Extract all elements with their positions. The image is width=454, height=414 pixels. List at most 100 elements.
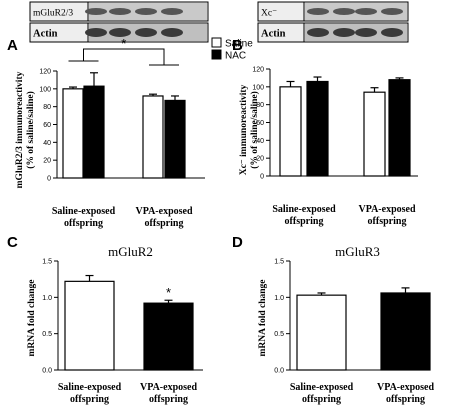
significance-marker: *: [121, 36, 126, 51]
blot-band: [333, 28, 355, 37]
bar: [388, 79, 411, 177]
y-tick-label: 80: [43, 104, 51, 111]
y-axis-title-line: Xc⁻ immunoreactivity: [239, 84, 249, 175]
bar: [142, 95, 164, 179]
legend-label: NAC: [225, 51, 246, 62]
y-axis-title-line: mRNA fold change: [258, 279, 268, 356]
y-tick-label: 40: [256, 138, 264, 145]
blot-band: [109, 28, 131, 37]
y-axis-title: Xc⁻ immunoreactivity(% of saline/saline): [239, 84, 260, 175]
y-tick-label: 0.0: [274, 368, 284, 375]
y-tick-label: 120: [39, 69, 51, 76]
bar: [164, 99, 186, 179]
y-tick-label: 100: [252, 84, 264, 91]
group-label: offspring: [149, 394, 188, 405]
blot-band: [307, 28, 329, 37]
panel-letter-a: A: [7, 37, 18, 54]
y-axis-title-line: (% of saline/saline): [249, 91, 260, 169]
blot-label: Xc⁻: [261, 9, 277, 19]
panel-letter-c: C: [7, 234, 18, 251]
blot-band: [161, 8, 183, 15]
bar: [296, 294, 347, 371]
bar: [83, 85, 105, 179]
chart-title: mGluR2: [108, 244, 153, 259]
y-tick-label: 0: [47, 176, 51, 183]
group-label: offspring: [386, 394, 425, 405]
panel-letter-b: B: [232, 37, 243, 54]
y-axis-title: mRNA fold change: [27, 279, 37, 356]
blot-band: [85, 28, 107, 37]
group-label: offspring: [64, 218, 103, 229]
bar: [143, 302, 194, 371]
panel-letter-d: D: [232, 234, 243, 251]
blot-panel-a: mGluR2/3 Actin: [29, 1, 209, 43]
blot-band: [109, 8, 131, 15]
y-tick-label: 60: [43, 122, 51, 129]
y-tick-label: 1.5: [274, 259, 284, 266]
group-label: offspring: [70, 394, 109, 405]
y-tick-label: 1.0: [42, 295, 52, 302]
y-tick-label: 1.5: [42, 259, 52, 266]
bar: [62, 88, 84, 179]
chart-panel-b: B 0 20 40 60 80 100 120 Xc⁻ immunoreactivity(% o…: [232, 37, 418, 227]
group-label: Saline-exposed: [52, 206, 116, 217]
group-label: offspring: [302, 394, 341, 405]
legend-swatch: [211, 49, 222, 60]
blot-band: [135, 8, 157, 15]
y-tick-label: 80: [256, 102, 264, 109]
y-tick-label: 20: [43, 158, 51, 165]
group-label: VPA-exposed: [358, 204, 415, 215]
y-axis-title-line: mRNA fold change: [27, 279, 37, 356]
blot-band: [161, 28, 183, 37]
y-tick-label: 60: [256, 120, 264, 127]
legend-swatch: [211, 37, 222, 48]
y-tick-label: 0.5: [42, 331, 52, 338]
y-tick-label: 40: [43, 140, 51, 147]
y-tick-label: 0: [260, 174, 264, 181]
bar: [363, 91, 386, 177]
bar: [279, 86, 302, 177]
group-label: Saline-exposed: [290, 382, 354, 393]
blot-band: [307, 8, 329, 15]
blot-panel-b: Xc⁻ Actin: [257, 1, 409, 43]
y-axis-title-line: (% of saline/saline): [25, 91, 36, 169]
blot-band: [333, 8, 355, 15]
blot-label: Actin: [261, 29, 286, 40]
blot-band: [355, 8, 377, 15]
y-tick-label: 0.0: [42, 368, 52, 375]
bar: [64, 280, 115, 371]
y-tick-label: 1.0: [274, 295, 284, 302]
y-axis-title: mGluR2/3 immunoreactivity(% of saline/sa…: [15, 71, 36, 188]
blot-band: [381, 28, 403, 37]
group-label: Saline-exposed: [272, 204, 336, 215]
group-label: offspring: [368, 216, 407, 227]
bar: [306, 80, 329, 177]
legend-label: Saline: [225, 39, 253, 50]
blot-band: [381, 8, 403, 15]
group-label: VPA-exposed: [140, 382, 197, 393]
y-tick-label: 120: [252, 67, 264, 74]
western-blot-layer: mGluR2/3 Actin Xc⁻ Actin: [29, 1, 409, 43]
blot-band: [85, 8, 107, 15]
group-label: offspring: [285, 216, 324, 227]
group-label: Saline-exposed: [58, 382, 122, 393]
blot-label: mGluR2/3: [33, 9, 73, 19]
blot-band: [355, 28, 377, 37]
group-label: VPA-exposed: [135, 206, 192, 217]
blot-label: Actin: [33, 29, 58, 40]
significance-marker: *: [166, 285, 171, 300]
chart-title: mGluR3: [335, 244, 380, 259]
y-axis-title: mRNA fold change: [258, 279, 268, 356]
bar: [380, 292, 431, 371]
blot-band: [135, 28, 157, 37]
y-tick-label: 20: [256, 156, 264, 163]
group-label: offspring: [145, 218, 184, 229]
y-tick-label: 0.5: [274, 331, 284, 338]
y-axis-title-line: mGluR2/3 immunoreactivity: [15, 71, 25, 188]
group-label: VPA-exposed: [377, 382, 434, 393]
